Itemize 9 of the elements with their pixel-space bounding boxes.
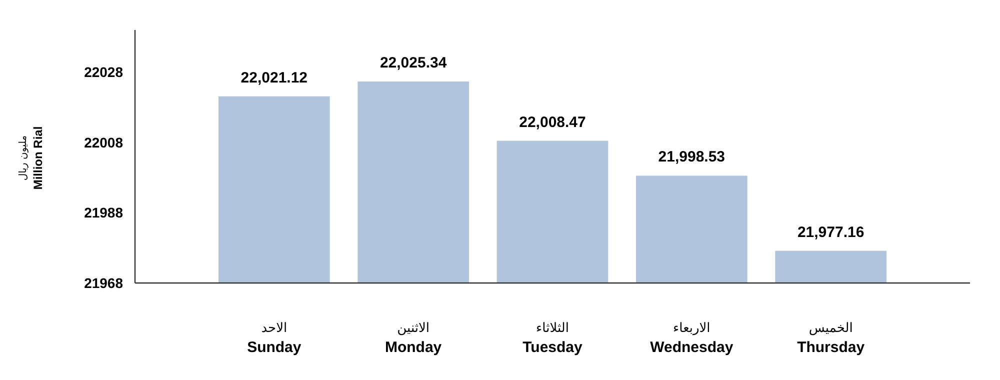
- data-label: 21,998.53: [658, 148, 726, 166]
- y-tick-label: 21988: [84, 204, 124, 221]
- y-tick-label: 21968: [84, 275, 124, 291]
- data-label: 22,008.47: [519, 114, 586, 131]
- data-label: 22,025.34: [380, 54, 448, 72]
- data-label: 22,021.12: [240, 69, 308, 86]
- y-tick-label: 22028: [84, 64, 124, 80]
- y-tick-label: 22008: [84, 134, 124, 150]
- data-label: 21,977.16: [797, 224, 864, 241]
